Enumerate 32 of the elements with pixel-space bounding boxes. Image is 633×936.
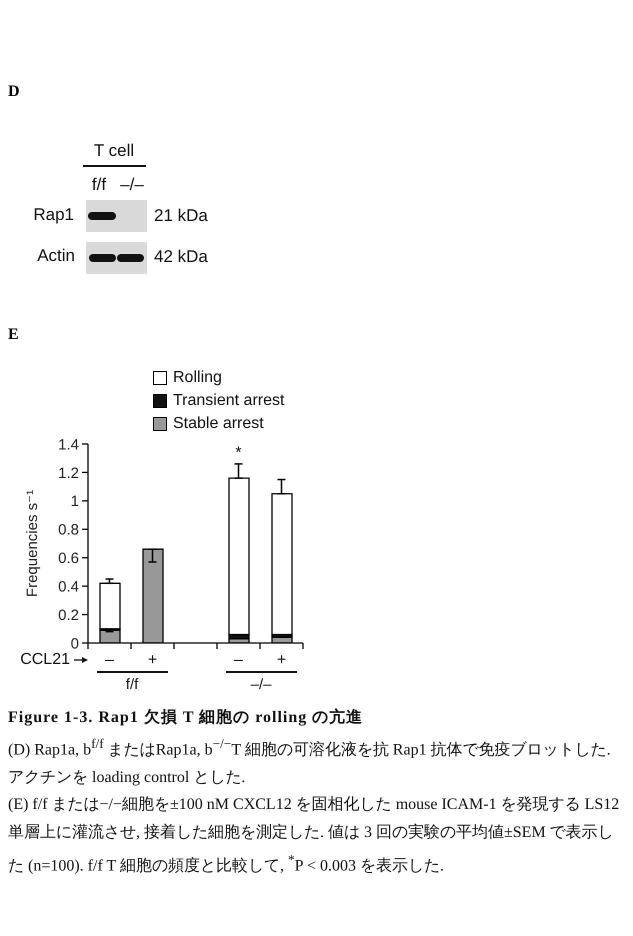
legend-label: Rolling	[173, 368, 222, 386]
y-tick-label: 0	[70, 635, 79, 652]
text: T cell	[94, 140, 134, 162]
text: (E) f/f または−/−細胞を±100 nM CXCL12 を固相化した mouse ICAM-1 を発現する LS12 単層上に灌流させ, 接着した細胞を測定した. 値は 3 回の実験の平均値±SEM で表示した (n=100). f/f T 細胞の頻度と比較して, $^{*}$P < 0.003 を表示した.	[8, 794, 620, 877]
y-tick-label: 1.4	[58, 436, 79, 454]
text: 21 kDa	[154, 206, 208, 226]
y-tick-label: 1.2	[58, 464, 79, 482]
text: –/–	[120, 174, 144, 196]
x-tick-label: –	[105, 652, 114, 668]
text: (D) Rap1a, b$^{f/f}$ またはRap1a, b$^{−/−}$T 細胞の可溶化液を抗 Rap1 抗体で免疫ブロットした. アクチンを loading control とした.	[8, 735, 612, 788]
text: Actin	[37, 246, 75, 266]
legend-label: Transient arrest	[173, 392, 284, 410]
text: Rap1	[33, 204, 74, 226]
y-tick-label: 0.6	[58, 550, 79, 568]
legend-label: Stable arrest	[173, 414, 264, 432]
y-tick-label: 0.8	[58, 522, 79, 539]
text: –/–	[250, 676, 272, 694]
x-tick-label: +	[148, 652, 158, 668]
text: 42 kDa	[154, 246, 208, 268]
x-tick-label: –	[234, 652, 244, 668]
text: f/f	[92, 174, 106, 196]
text: D	[8, 83, 20, 101]
y-axis-title: Frequencies s⁻¹	[24, 490, 40, 598]
chart-title: E	[8, 326, 19, 344]
data-label: *	[235, 444, 242, 462]
y-tick-label: 0.4	[58, 578, 79, 596]
text: Figure 1-3. Rap1 欠損 T 細胞の rolling の亢進	[8, 707, 364, 728]
y-tick-label: 1	[70, 493, 79, 510]
x-tick-label: +	[276, 652, 286, 668]
text: f/f	[126, 676, 138, 694]
x-axis-title: CCL21	[20, 650, 70, 670]
y-tick-label: 0.2	[58, 606, 79, 624]
